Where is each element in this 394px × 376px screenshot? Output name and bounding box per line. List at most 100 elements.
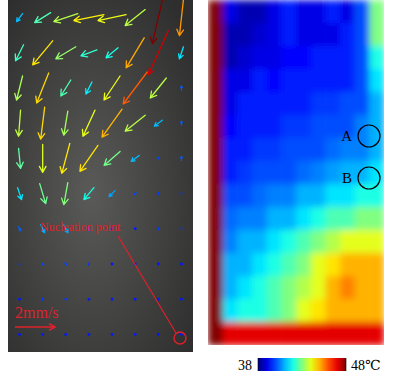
scale-label: 2mm/s: [15, 304, 59, 321]
velocity-arrow: [158, 334, 160, 336]
heat-cell: [252, 138, 267, 162]
velocity-arrow: [154, 120, 162, 126]
heat-cell: [325, 276, 340, 300]
velocity-arrow: [18, 188, 23, 200]
velocity-arrow: [42, 263, 44, 265]
velocity-arrow: [40, 184, 47, 204]
colorbar-label: 38: [238, 358, 252, 373]
velocity-arrow: [148, 31, 169, 75]
probe-label: B: [342, 170, 352, 186]
heat-cell: [296, 46, 311, 70]
heat-cell: [325, 161, 340, 185]
heat-cell: [311, 23, 326, 47]
heat-cell: [223, 23, 238, 47]
heat-cell: [355, 276, 370, 300]
velocity-arrow: [16, 110, 23, 136]
heat-cell: [237, 207, 252, 231]
velocity-arrow: [125, 115, 145, 131]
heat-cell: [208, 161, 223, 185]
heat-cell: [325, 46, 340, 70]
colorbar-label: 48℃: [351, 358, 381, 373]
velocity-arrow: [19, 263, 21, 265]
heat-cell: [369, 0, 384, 24]
heat-cell: [223, 253, 238, 277]
velocity-arrow: [123, 72, 147, 104]
heat-cell: [311, 46, 326, 70]
heat-cell: [281, 138, 296, 162]
heat-cell: [267, 69, 282, 93]
velocity-arrow: [157, 228, 159, 230]
heat-cell: [281, 207, 296, 231]
heat-cell: [281, 253, 296, 277]
velocity-arrow: [157, 193, 159, 195]
velocity-arrow: [134, 228, 136, 230]
heat-cell: [281, 230, 296, 254]
velocity-arrow: [82, 110, 94, 136]
heat-cell: [252, 230, 267, 254]
heat-cell: [281, 115, 296, 139]
heat-cell: [208, 92, 223, 116]
heat-cell: [237, 115, 252, 139]
heat-cell: [369, 23, 384, 47]
velocity-arrow: [179, 47, 184, 59]
heat-cell: [252, 253, 267, 277]
heat-cell: [237, 322, 252, 345]
probe-circle: [358, 125, 380, 147]
heat-cell: [340, 322, 355, 345]
heat-cell: [237, 184, 252, 208]
leader-line: [118, 236, 176, 333]
heat-cell: [223, 184, 238, 208]
heat-cell: [325, 23, 340, 47]
heat-cell: [252, 69, 267, 93]
heatmap-clip: [208, 0, 384, 345]
heat-cell: [311, 207, 326, 231]
heat-cell: [267, 299, 282, 323]
heat-cell: [340, 184, 355, 208]
heat-cell: [325, 207, 340, 231]
heat-cell: [237, 69, 252, 93]
heat-cell: [237, 92, 252, 116]
velocity-arrow: [158, 263, 160, 265]
heat-cell: [237, 253, 252, 277]
velocity-arrow: [181, 298, 183, 300]
heat-cell: [267, 276, 282, 300]
heat-cell: [223, 322, 238, 345]
probe-label: A: [341, 128, 352, 144]
velocity-arrow: [134, 334, 136, 336]
heat-cell: [267, 207, 282, 231]
heat-cell: [296, 207, 311, 231]
heat-cell: [267, 115, 282, 139]
heat-cell: [340, 23, 355, 47]
heat-cell: [281, 69, 296, 93]
heat-cell: [252, 46, 267, 70]
heat-cell: [296, 69, 311, 93]
heat-cell: [340, 299, 355, 323]
velocity-arrow: [134, 298, 136, 300]
heat-cell: [340, 69, 355, 93]
heat-cell: [369, 115, 384, 139]
velocity-arrow: [104, 76, 120, 100]
heat-cell: [208, 253, 223, 277]
heat-cell: [223, 0, 238, 24]
photo-background: [8, 0, 193, 352]
velocity-arrow: [65, 263, 67, 265]
heat-cell: [355, 322, 370, 345]
heat-cell: [340, 230, 355, 254]
heat-cell: [223, 92, 238, 116]
heat-cell: [237, 23, 252, 47]
velocity-arrow: [15, 76, 23, 100]
velocity-arrow: [158, 298, 160, 300]
heat-cell: [325, 230, 340, 254]
heat-cell: [325, 253, 340, 277]
heat-cell: [267, 138, 282, 162]
heat-cell: [208, 207, 223, 231]
heat-cell: [237, 276, 252, 300]
vector-field: [15, 0, 184, 335]
velocity-arrow: [56, 47, 76, 59]
heat-cell: [208, 276, 223, 300]
velocity-arrow: [61, 80, 71, 96]
heat-cell: [369, 138, 384, 162]
heat-cell: [296, 253, 311, 277]
velocity-arrow: [111, 334, 113, 336]
velocity-arrow: [98, 15, 126, 23]
